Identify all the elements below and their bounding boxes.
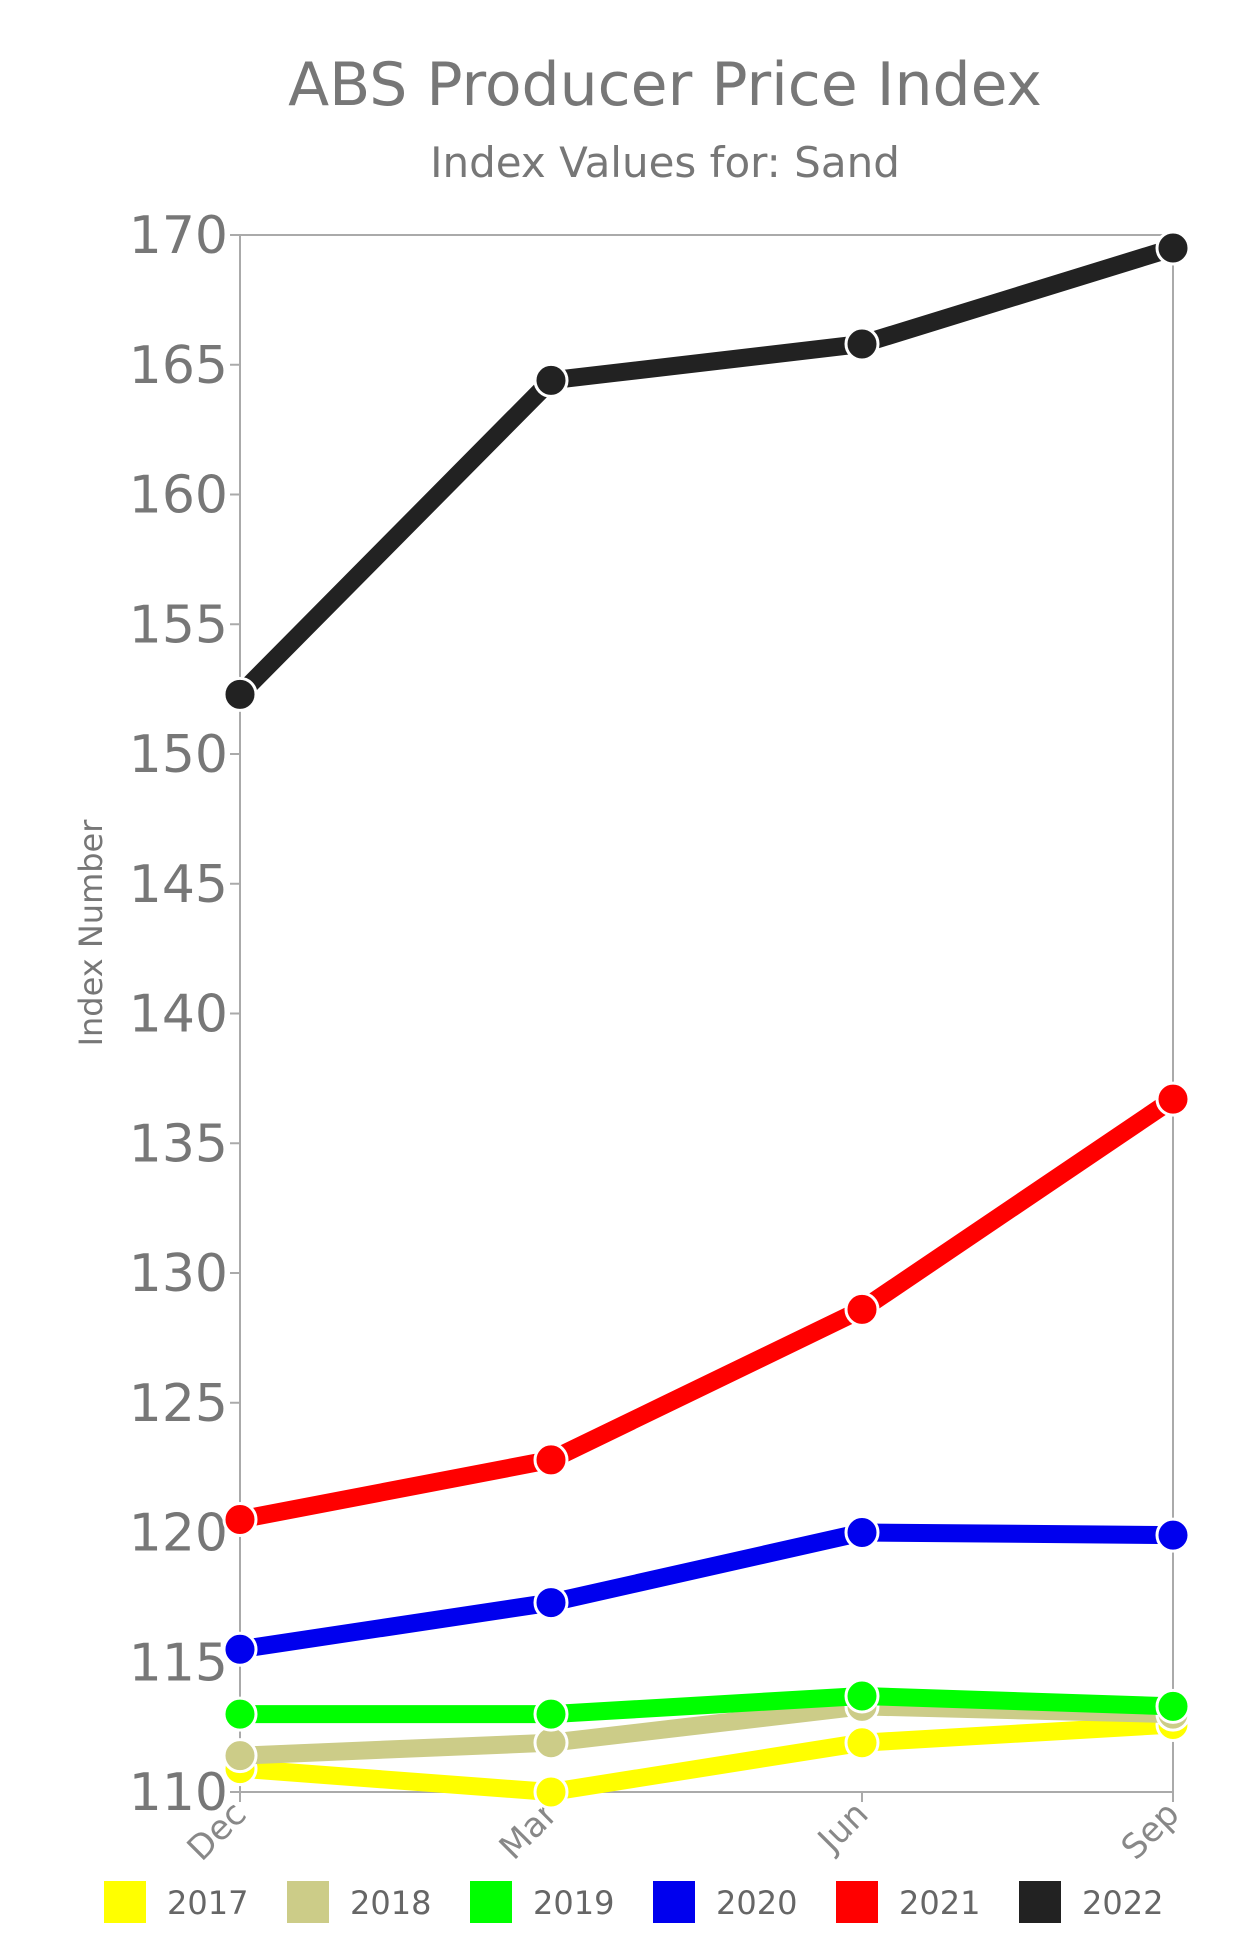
y-tick-label: 170	[129, 206, 228, 266]
data-point-2020-sep	[1155, 1517, 1191, 1553]
data-point-2022-jun	[844, 326, 880, 362]
data-point-2017-mar	[533, 1774, 569, 1810]
chart-title: ABS Producer Price Index	[288, 50, 1042, 120]
series-line-2020	[231, 1523, 1182, 1659]
legend-label-2022: 2022	[1082, 1884, 1163, 1922]
series-group	[222, 230, 1191, 1810]
y-tick-label: 150	[129, 725, 228, 785]
y-tick-label: 110	[129, 1763, 228, 1823]
x-tick-label: Sep	[1114, 1794, 1188, 1868]
y-tick-label: 130	[129, 1244, 228, 1304]
y-tick-label: 120	[129, 1504, 228, 1564]
data-point-2019-dec	[222, 1696, 258, 1732]
data-point-2019-jun	[844, 1678, 880, 1714]
y-tick-label: 115	[129, 1633, 228, 1693]
data-point-2017-jun	[844, 1725, 880, 1761]
y-axis-ticks: 110 115 120 125 130 135 140 145 150 155 160 165 170	[129, 206, 240, 1823]
data-point-2020-mar	[533, 1585, 569, 1621]
legend-swatch-2021	[836, 1881, 878, 1923]
series-line-2021	[231, 1090, 1182, 1529]
y-axis-label: Index Number	[72, 819, 110, 1047]
legend-swatch-2020	[653, 1881, 695, 1923]
data-point-2021-mar	[533, 1442, 569, 1478]
data-point-2020-jun	[844, 1515, 880, 1550]
y-tick-label: 140	[129, 985, 228, 1045]
x-tick-label: Jun	[809, 1794, 876, 1861]
legend-swatch-2018	[287, 1881, 329, 1923]
y-tick-label: 155	[129, 595, 228, 655]
data-point-2021-dec	[222, 1502, 258, 1538]
legend: 2017 2018 2019 2020 2021 2022	[104, 1881, 1163, 1923]
series-2020	[222, 1515, 1191, 1667]
data-point-2020-dec	[222, 1631, 258, 1667]
data-point-2019-mar	[533, 1696, 569, 1732]
data-point-2018-dec	[222, 1738, 258, 1774]
data-point-2021-sep	[1155, 1081, 1191, 1117]
legend-swatch-2019	[470, 1881, 512, 1923]
series-line-2022	[231, 238, 1182, 704]
x-axis-ticks: Dec Mar Jun Sep	[180, 1792, 1188, 1869]
y-tick-label: 145	[129, 855, 228, 915]
y-tick-label: 135	[129, 1114, 228, 1174]
data-point-2022-sep	[1155, 230, 1191, 266]
series-2021	[222, 1081, 1191, 1538]
legend-label-2021: 2021	[899, 1884, 980, 1922]
legend-swatch-2022	[1019, 1881, 1061, 1923]
data-point-2021-jun	[844, 1291, 880, 1327]
legend-label-2017: 2017	[167, 1884, 248, 1922]
series-line-2018	[231, 1697, 1182, 1765]
y-tick-label: 160	[129, 466, 228, 526]
series-2022	[222, 230, 1191, 712]
data-point-2022-mar	[533, 362, 569, 398]
series-line-2019	[231, 1686, 1182, 1724]
legend-swatch-2017	[104, 1881, 146, 1923]
data-point-2019-sep	[1155, 1688, 1191, 1724]
series-line-2017	[231, 1715, 1182, 1801]
chart-subtitle: Index Values for: Sand	[430, 138, 900, 187]
legend-label-2018: 2018	[350, 1884, 431, 1922]
y-tick-label: 165	[129, 336, 228, 396]
data-point-2022-dec	[222, 676, 258, 712]
legend-label-2019: 2019	[533, 1884, 614, 1922]
y-tick-label: 125	[129, 1374, 228, 1434]
series-2019	[222, 1678, 1191, 1732]
legend-label-2020: 2020	[716, 1884, 797, 1922]
